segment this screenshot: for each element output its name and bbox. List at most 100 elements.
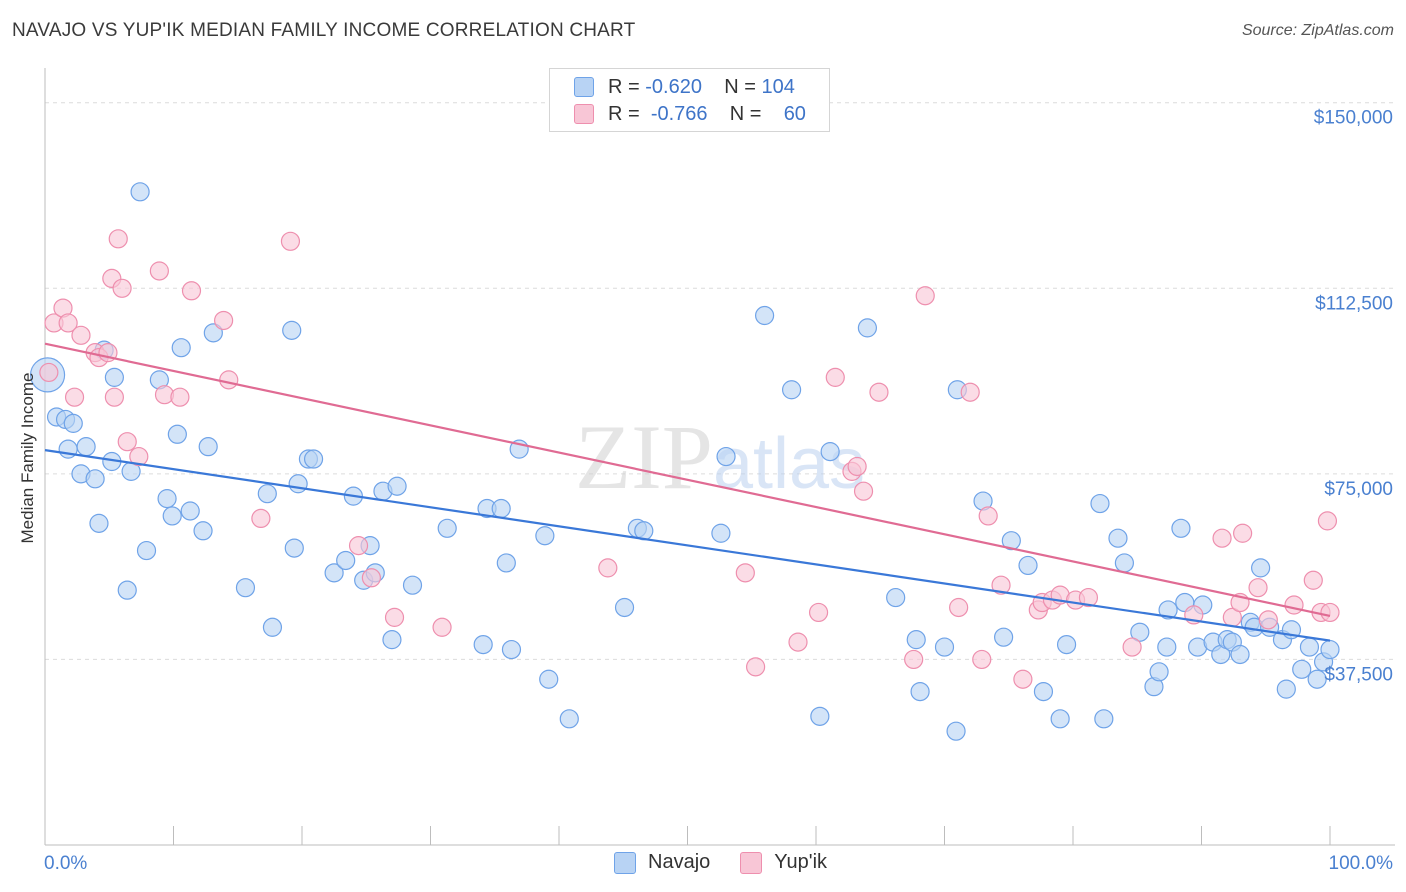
- navajo-point-5: [76, 437, 96, 457]
- navajo-point-56: [711, 523, 731, 543]
- yupik-point-5: [71, 325, 91, 345]
- yupik-point-19: [214, 310, 234, 331]
- navajo-point-34: [336, 550, 356, 571]
- yupik-point-29: [746, 657, 766, 677]
- navajo-legend-swatch: [614, 851, 636, 874]
- navajo-point-72: [1018, 555, 1038, 576]
- navajo-point-3: [63, 413, 83, 433]
- legend-item-yupik[interactable]: Yup'ik: [740, 851, 827, 874]
- y-tick-label-1: $75,000: [1324, 479, 1393, 500]
- watermark-atlas: atlas: [713, 424, 865, 504]
- yupik-point-63: [1320, 602, 1340, 623]
- navajo-point-74: [1050, 709, 1070, 729]
- yupik-legend-swatch: [740, 851, 763, 874]
- navajo-point-50: [535, 526, 555, 546]
- tick-labels: $37,500 $75,000 $112,500 $150,000 0.0% 100.0%: [44, 108, 1393, 874]
- series-legend: Navajo Yup'ik: [614, 851, 857, 874]
- yupik-point-18: [181, 281, 202, 301]
- navajo-point-19: [180, 501, 200, 521]
- yupik-point-35: [853, 481, 874, 501]
- navajo-point-64: [906, 630, 926, 650]
- navajo-point-65: [910, 681, 930, 702]
- yupik-point-0: [39, 362, 59, 383]
- yupik-point-38: [915, 286, 935, 306]
- watermark-zip: ZIP: [575, 406, 713, 508]
- navajo-point-15: [157, 489, 177, 509]
- yupik-point-59: [1284, 595, 1304, 615]
- trend-lines: [44, 342, 1331, 642]
- navajo-point-103: [1307, 669, 1327, 689]
- navajo-point-79: [1114, 553, 1135, 573]
- yupik-trend-line: [44, 342, 1331, 617]
- yupik-point-40: [960, 382, 980, 402]
- navajo-point-71: [1001, 531, 1021, 551]
- navajo-point-83: [1157, 637, 1177, 657]
- yupik-point-36: [869, 382, 889, 402]
- yupik-point-57: [1248, 578, 1268, 598]
- navajo-point-16: [162, 506, 182, 526]
- yupik-point-22: [280, 231, 301, 251]
- yupik-point-44: [1013, 669, 1033, 689]
- navajo-point-60: [810, 706, 830, 726]
- navajo-r-value: -0.620: [645, 75, 702, 98]
- navajo-point-58: [754, 305, 775, 326]
- navajo-point-63: [886, 587, 906, 608]
- yupik-point-43: [991, 575, 1011, 595]
- yupik-point-41: [972, 649, 992, 670]
- navajo-point-59: [781, 380, 802, 400]
- navajo-point-85: [1171, 518, 1191, 538]
- navajo-n-label: N =: [724, 75, 756, 98]
- navajo-point-48: [501, 639, 522, 660]
- navajo-point-8: [85, 469, 105, 489]
- navajo-point-17: [167, 424, 187, 444]
- navajo-point-29: [284, 538, 304, 558]
- axes: [44, 68, 1395, 846]
- navajo-point-76: [1090, 493, 1110, 514]
- x-tick-label-1: 100.0%: [1329, 853, 1394, 874]
- navajo-point-18: [171, 338, 191, 358]
- yupik-point-23: [348, 536, 369, 556]
- yupik-point-17: [170, 387, 190, 407]
- navajo-point-30: [288, 474, 308, 494]
- navajo-point-77: [1094, 709, 1114, 729]
- yupik-point-56: [1233, 523, 1253, 543]
- navajo-point-61: [820, 442, 840, 462]
- chart-title: NAVAJO VS YUP'IK MEDIAN FAMILY INCOME CO…: [12, 20, 636, 41]
- yupik-point-24: [361, 568, 381, 588]
- navajo-point-82: [1149, 662, 1169, 682]
- x-tick-label-0: 0.0%: [44, 853, 87, 874]
- navajo-point-27: [262, 617, 283, 637]
- yupik-point-28: [735, 563, 755, 583]
- navajo-point-41: [387, 476, 407, 496]
- navajo-trend-line: [44, 449, 1331, 642]
- navajo-point-28: [282, 320, 302, 340]
- navajo-r-label: R =: [608, 75, 640, 98]
- navajo-point-70: [994, 627, 1014, 647]
- navajo-point-62: [857, 318, 878, 338]
- yupik-point-30: [788, 632, 808, 652]
- navajo-point-42: [402, 575, 423, 595]
- yupik-point-25: [384, 607, 405, 627]
- yupik-point-60: [1303, 570, 1323, 590]
- navajo-point-40: [382, 630, 402, 650]
- yupik-point-31: [808, 602, 829, 623]
- yupik-legend-label: Yup'ik: [774, 851, 828, 873]
- navajo-point-78: [1108, 528, 1128, 548]
- yupik-point-3: [58, 313, 78, 333]
- navajo-point-66: [934, 637, 955, 657]
- navajo-point-20: [193, 521, 213, 541]
- navajo-point-67: [946, 721, 966, 741]
- data-points: [29, 182, 1340, 741]
- navajo-point-99: [1276, 679, 1296, 699]
- navajo-legend-label: Navajo: [648, 851, 711, 873]
- yupik-n-value: 60: [783, 102, 806, 125]
- navajo-n-value: 104: [761, 75, 795, 98]
- navajo-point-26: [257, 484, 277, 504]
- legend-item-navajo[interactable]: Navajo: [614, 851, 710, 874]
- yupik-point-32: [825, 367, 845, 387]
- y-axis-title: Median Family Income: [18, 372, 37, 543]
- yupik-n-label: N =: [729, 102, 762, 125]
- yupik-point-13: [117, 432, 137, 452]
- yupik-swatch: [574, 104, 594, 124]
